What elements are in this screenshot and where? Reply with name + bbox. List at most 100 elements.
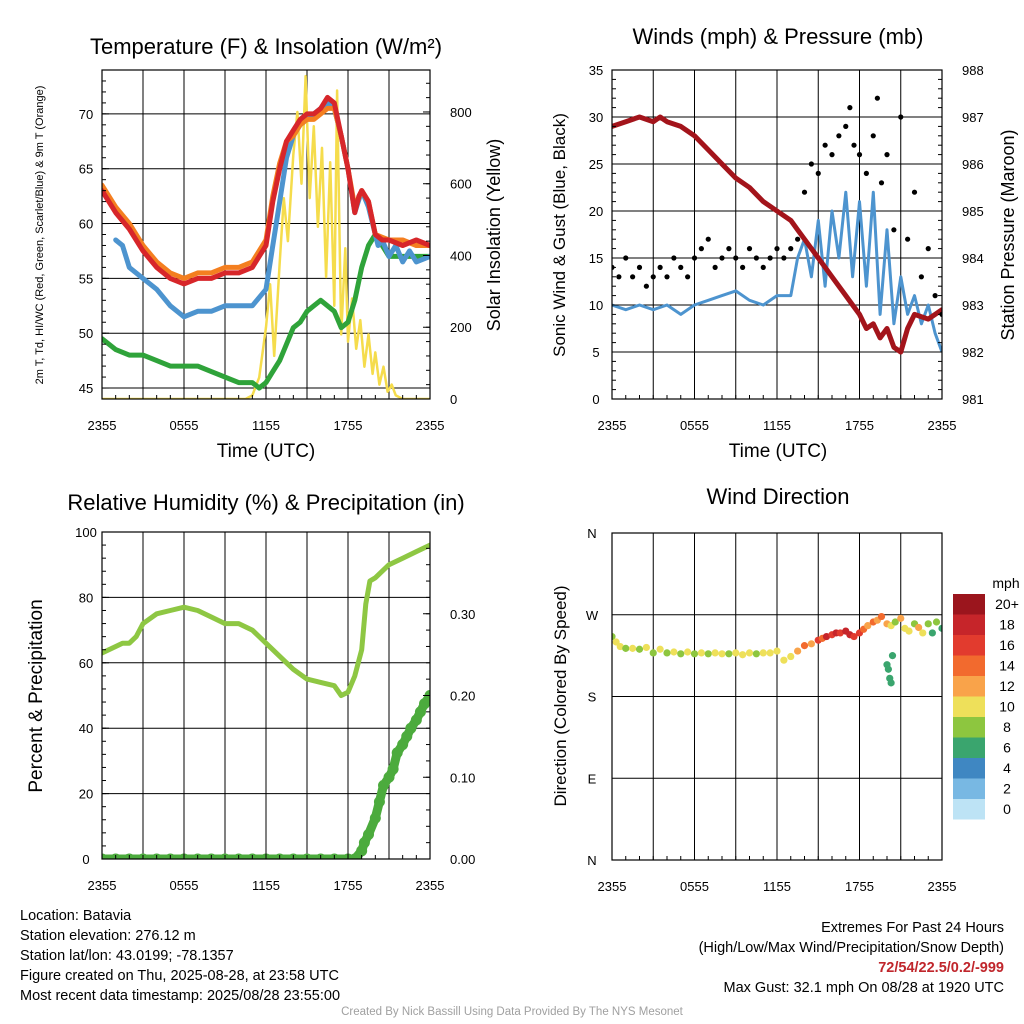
legend-swatch [953, 614, 985, 635]
y-tick-label: W [586, 608, 599, 623]
y2-tick-label: 986 [962, 157, 984, 172]
legend-label: 4 [1003, 760, 1011, 776]
precipitation-point [369, 812, 381, 824]
temperature-2m-line [102, 94, 430, 287]
y-tick-label: 10 [589, 298, 603, 313]
extremes-values: 72/54/22.5/0.2/-999 [878, 960, 1004, 976]
wind-direction-point [690, 650, 699, 658]
y-tick-label: E [588, 771, 597, 786]
wind-speed-legend: mph 20+ 18 16 14 12 10 8 6 4 2 0 [953, 575, 1020, 820]
wind-direction-point [711, 649, 719, 657]
wind-direction-point [745, 649, 754, 657]
y2-tick-label: 400 [450, 248, 472, 263]
legend-swatch [953, 799, 985, 820]
x-tick-label: 1755 [334, 418, 363, 433]
y-tick-label: 15 [589, 251, 603, 266]
x-tick-label: 2355 [416, 878, 445, 893]
y2-tick-label: 200 [450, 320, 472, 335]
x-tick-label: 2355 [928, 418, 957, 433]
wind-direction-point [759, 649, 767, 657]
winds-series [612, 95, 942, 355]
temperature-chart-title: Temperature (F) & Insolation (W/m²) [90, 34, 442, 59]
precipitation-point [414, 706, 426, 718]
precipitation-point [383, 771, 395, 783]
gust-point [878, 180, 885, 186]
y-tick-label: 20 [589, 204, 603, 219]
precipitation-point [373, 796, 385, 808]
legend-label: 20+ [995, 596, 1019, 612]
wind-direction-point [888, 652, 897, 660]
winds-panel: Winds (mph) & Pressure (mb) 2355 0555 1155… [550, 24, 1018, 462]
y-tick-label: 25 [589, 157, 603, 172]
station-pressure-line [612, 114, 942, 355]
y-tick-label: 60 [79, 656, 93, 671]
gust-point [691, 255, 698, 261]
x-tick-label: 0555 [170, 878, 199, 893]
legend-swatch [953, 717, 985, 738]
y-tick-label: 40 [79, 721, 93, 736]
station-latlon: Station lat/lon: 43.0199; -78.1357 [20, 948, 234, 964]
gust-point [863, 170, 869, 176]
y-tick-label: 0 [592, 392, 599, 407]
credit-line: Created By Nick Bassill Using Data Provi… [341, 1006, 683, 1018]
x-tick-label: 2355 [88, 418, 117, 433]
wind-direction-point [612, 632, 616, 641]
gust-point [884, 152, 890, 158]
y-tick-label: 70 [79, 107, 93, 122]
y-tick-label: 100 [75, 525, 97, 540]
insolation-y-axis-label: Solar Insolation (Yellow) [484, 139, 504, 331]
wind-direction-point [800, 642, 809, 650]
wind-direction-point [704, 650, 712, 658]
precipitation-point [349, 853, 361, 859]
temperature-series [102, 74, 430, 399]
temperature-y-axis-label-text: 2m T, Td, HI/WC (Red, Green, Scarlet/Blu… [34, 86, 46, 385]
recent-data-timestamp: Most recent data timestamp: 2025/08/28 2… [20, 988, 341, 1004]
legend-label: 18 [999, 617, 1015, 633]
insolation-line [102, 74, 430, 399]
wind-direction-point [822, 632, 831, 641]
temperature-panel: Temperature (F) & Insolation (W/m²) 2355… [34, 34, 504, 462]
gust-point [698, 246, 704, 252]
wind-direction-point [884, 665, 892, 673]
legend-swatch [953, 737, 985, 758]
humidity-chart-title: Relative Humidity (%) & Precipitation (i… [67, 490, 464, 515]
gust-point [705, 236, 711, 242]
gust-point [650, 274, 656, 280]
gust-point [870, 133, 876, 139]
x-tick-label: 2355 [928, 879, 957, 894]
wind-direction-point [773, 647, 781, 655]
precipitation-point [401, 730, 413, 742]
wind-direction-point [766, 649, 774, 657]
y2-tick-label: 0 [450, 392, 457, 407]
legend-label: 16 [999, 637, 1015, 653]
gust-point [657, 264, 663, 270]
y-tick-label: 50 [79, 326, 93, 341]
gust-point [760, 264, 766, 270]
precipitation-point [358, 837, 370, 849]
pressure-y-axis-label: Station Pressure (Maroon) [998, 129, 1018, 340]
extremes-fields: (High/Low/Max Wind/Precipitation/Snow De… [698, 940, 1004, 956]
wind-direction-point [732, 649, 740, 657]
wind-direction-point [725, 650, 733, 658]
y2-tick-label: 0.00 [450, 852, 475, 867]
gust-point [678, 264, 684, 270]
station-location: Location: Batavia [20, 908, 132, 924]
relative-humidity-line [102, 542, 430, 698]
station-info: Location: Batavia Station elevation: 276… [20, 906, 340, 1006]
wind-direction-point [915, 623, 923, 632]
gust-point [630, 274, 636, 280]
wind-direction-point [887, 679, 895, 687]
wind-direction-point [877, 612, 886, 621]
gust-point [801, 189, 808, 195]
wind-direction-point [919, 629, 927, 637]
wind-direction-point [629, 644, 637, 652]
wind-direction-series [612, 612, 942, 687]
y-tick-label: 65 [79, 162, 93, 177]
gust-point [740, 264, 746, 270]
precipitation-point [378, 779, 390, 791]
wind-y-axis-label: Sonic Wind & Gust (Blue, Black) [550, 113, 569, 357]
x-tick-label: 0555 [680, 879, 709, 894]
x-tick-label: 1155 [763, 879, 791, 894]
y-tick-label: 5 [592, 345, 599, 360]
